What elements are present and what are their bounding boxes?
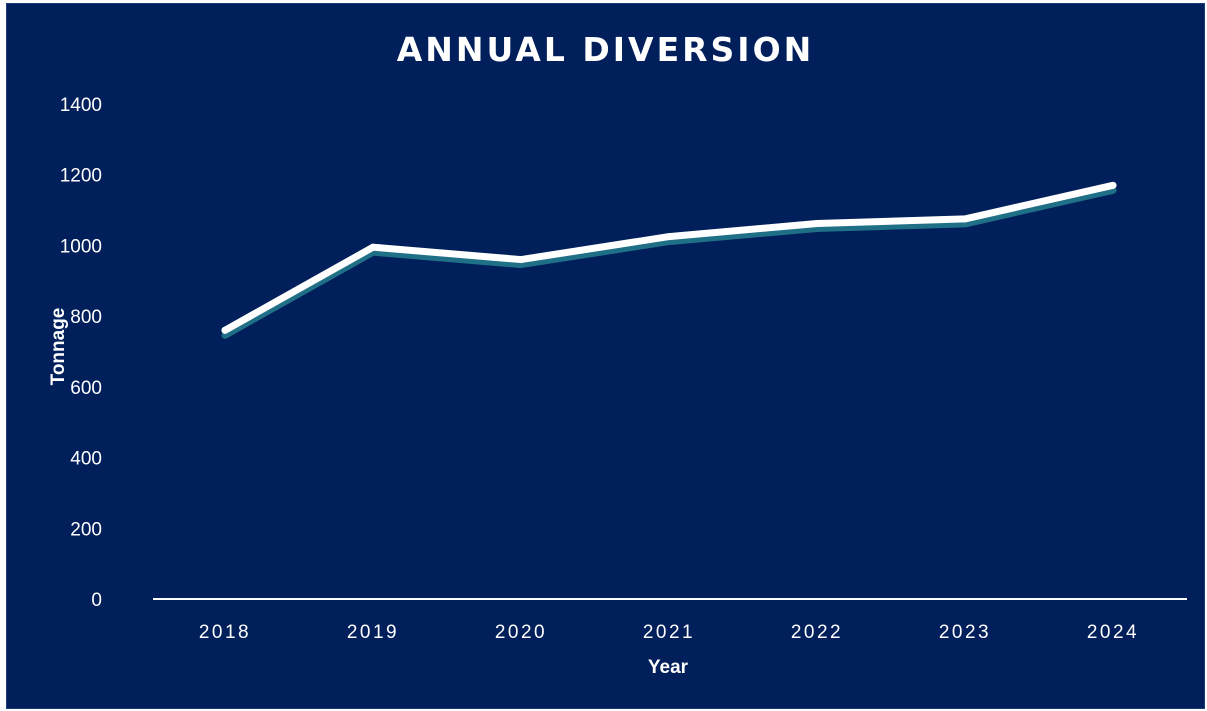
y-tick-label: 800 xyxy=(70,307,102,328)
data-point xyxy=(517,256,525,264)
data-point xyxy=(961,215,969,223)
data-point xyxy=(813,220,821,228)
x-tick-label: 2018 xyxy=(199,622,251,643)
x-tick-label: 2021 xyxy=(643,622,695,643)
y-axis-title: Tonnage xyxy=(48,308,69,386)
y-tick-label: 0 xyxy=(91,590,102,611)
y-tick-label: 600 xyxy=(70,378,102,399)
x-tick-label: 2024 xyxy=(1087,622,1139,643)
y-tick-label: 1000 xyxy=(60,236,102,257)
chart-frame: ANNUAL DIVERSION 0 200 400 600 800 1000 1200 14… xyxy=(6,3,1205,709)
x-tick-label: 2020 xyxy=(495,622,547,643)
x-tick-label: 2023 xyxy=(939,622,991,643)
x-axis-ticks: 2018 2019 2020 2021 2022 2023 2024 xyxy=(199,622,1139,643)
x-tick-label: 2019 xyxy=(347,622,399,643)
data-point xyxy=(1109,181,1117,189)
y-tick-label: 200 xyxy=(70,519,102,540)
y-tick-label: 1200 xyxy=(60,166,102,187)
drop-lines xyxy=(223,185,1115,599)
y-tick-label: 400 xyxy=(70,449,102,470)
series-layer xyxy=(221,181,1117,339)
data-point xyxy=(665,233,673,241)
y-tick-label: 1400 xyxy=(60,95,102,116)
y-axis-ticks: 0 200 400 600 800 1000 1200 1400 xyxy=(60,95,102,611)
data-point xyxy=(369,243,377,251)
x-axis-title: Year xyxy=(648,657,689,678)
series-line-shadow xyxy=(221,186,1117,339)
data-point xyxy=(221,326,229,334)
chart-title: ANNUAL DIVERSION xyxy=(396,30,815,69)
x-tick-label: 2022 xyxy=(791,622,843,643)
